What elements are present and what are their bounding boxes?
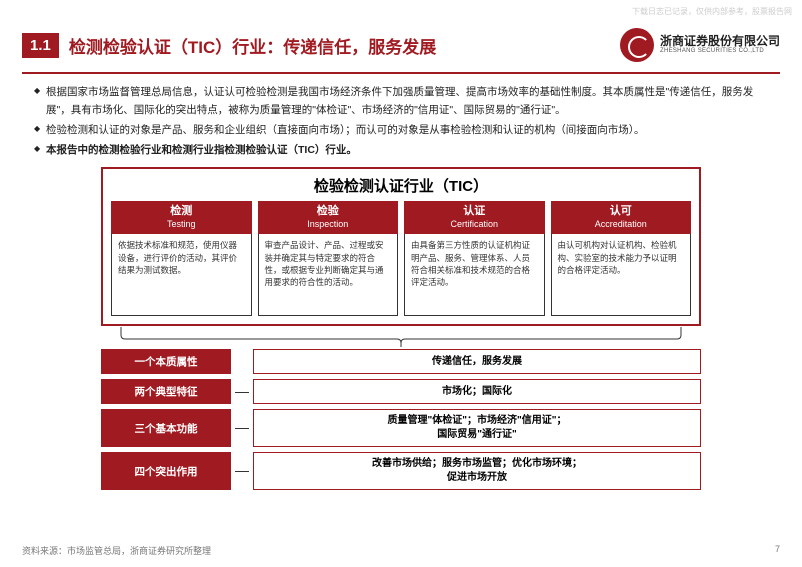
tic-column: 检验Inspection 审查产品设计、产品、过程或安装并确定其与特定要求的符合… [258, 201, 399, 316]
col-head-inspection: 检验Inspection [258, 201, 399, 234]
bullet-item: 本报告中的检测检验行业和检测行业指检测检验认证（TIC）行业。 [34, 142, 768, 160]
tic-column: 认证Certification 由具备第三方性质的认证机构证明产品、服务、管理体… [404, 201, 545, 316]
page-number: 7 [775, 544, 780, 557]
row-content: 传递信任，服务发展 [253, 349, 701, 374]
bullet-text: 根据国家市场监督管理总局信息，认证认可检验检测是我国市场经济条件下加强质量管理、… [46, 86, 753, 116]
col-body-accreditation: 由认可机构对认证机构、检验机构、实验室的技术能力予以证明的合格评定活动。 [551, 234, 692, 316]
bullet-item: 根据国家市场监督管理总局信息，认证认可检验检测是我国市场经济条件下加强质量管理、… [34, 84, 768, 120]
row-label: 三个基本功能 [101, 409, 231, 447]
tic-box-title: 检验检测认证行业（TIC） [111, 175, 691, 196]
attr-row: 一个本质属性 传递信任，服务发展 [101, 349, 701, 374]
attr-row: 三个基本功能 质量管理"体检证"；市场经济"信用证"； 国际贸易"通行证" [101, 409, 701, 447]
tic-outer-box: 检验检测认证行业（TIC） 检测Testing 依据技术标准和规范，使用仪器设备… [101, 167, 701, 326]
section-number-badge: 1.1 [22, 33, 59, 58]
logo-icon [620, 28, 654, 62]
row-label: 四个突出作用 [101, 452, 231, 490]
col-head-testing: 检测Testing [111, 201, 252, 234]
slide-footer: 资料来源：市场监管总局，浙商证券研究所整理 7 [22, 544, 780, 557]
row-content: 质量管理"体检证"；市场经济"信用证"； 国际贸易"通行证" [253, 409, 701, 447]
row-content: 市场化；国际化 [253, 379, 701, 404]
watermark-text: 下载日志已记录，仅供内部参考，股票报告网 [632, 6, 792, 17]
company-logo: 浙商证券股份有限公司 ZHESHANG SECURITIES CO.,LTD [620, 28, 780, 62]
attr-row: 两个典型特征 市场化；国际化 [101, 379, 701, 404]
row-label: 一个本质属性 [101, 349, 231, 374]
logo-text-en: ZHESHANG SECURITIES CO.,LTD [660, 48, 780, 55]
bullet-item: 检验检测和认证的对象是产品、服务和企业组织（直接面向市场）；而认可的对象是从事检… [34, 122, 768, 140]
row-label: 两个典型特征 [101, 379, 231, 404]
bullet-text: 本报告中的检测检验行业和检测行业指检测检验认证（TIC）行业。 [46, 144, 357, 156]
col-body-certification: 由具备第三方性质的认证机构证明产品、服务、管理体系、人员符合相关标准和技术规范的… [404, 234, 545, 316]
col-head-certification: 认证Certification [404, 201, 545, 234]
col-body-inspection: 审查产品设计、产品、过程或安装并确定其与特定要求的符合性，或根据专业判断确定其与… [258, 234, 399, 316]
tic-column: 检测Testing 依据技术标准和规范，使用仪器设备，进行评价的活动，其评价结果… [111, 201, 252, 316]
bullet-text: 检验检测和认证的对象是产品、服务和企业组织（直接面向市场）；而认可的对象是从事检… [46, 124, 645, 136]
tic-column: 认可Accreditation 由认可机构对认证机构、检验机构、实验室的技术能力… [551, 201, 692, 316]
brace-connector [101, 325, 701, 347]
attr-row: 四个突出作用 改善市场供给；服务市场监管；优化市场环境； 促进市场开放 [101, 452, 701, 490]
bullet-list: 根据国家市场监督管理总局信息，认证认可检验检测是我国市场经济条件下加强质量管理、… [0, 84, 802, 159]
row-content: 改善市场供给；服务市场监管；优化市场环境； 促进市场开放 [253, 452, 701, 490]
page-title: 检测检验认证（TIC）行业：传递信任，服务发展 [69, 33, 620, 58]
source-text: 资料来源：市场监管总局，浙商证券研究所整理 [22, 544, 211, 557]
logo-text-cn: 浙商证券股份有限公司 [660, 35, 780, 48]
tic-diagram: 检验检测认证行业（TIC） 检测Testing 依据技术标准和规范，使用仪器设备… [101, 167, 701, 490]
col-body-testing: 依据技术标准和规范，使用仪器设备，进行评价的活动，其评价结果为测试数据。 [111, 234, 252, 316]
header-divider [22, 72, 780, 74]
col-head-accreditation: 认可Accreditation [551, 201, 692, 234]
attribute-rows: 一个本质属性 传递信任，服务发展 两个典型特征 市场化；国际化 三个基本功能 质… [101, 349, 701, 490]
